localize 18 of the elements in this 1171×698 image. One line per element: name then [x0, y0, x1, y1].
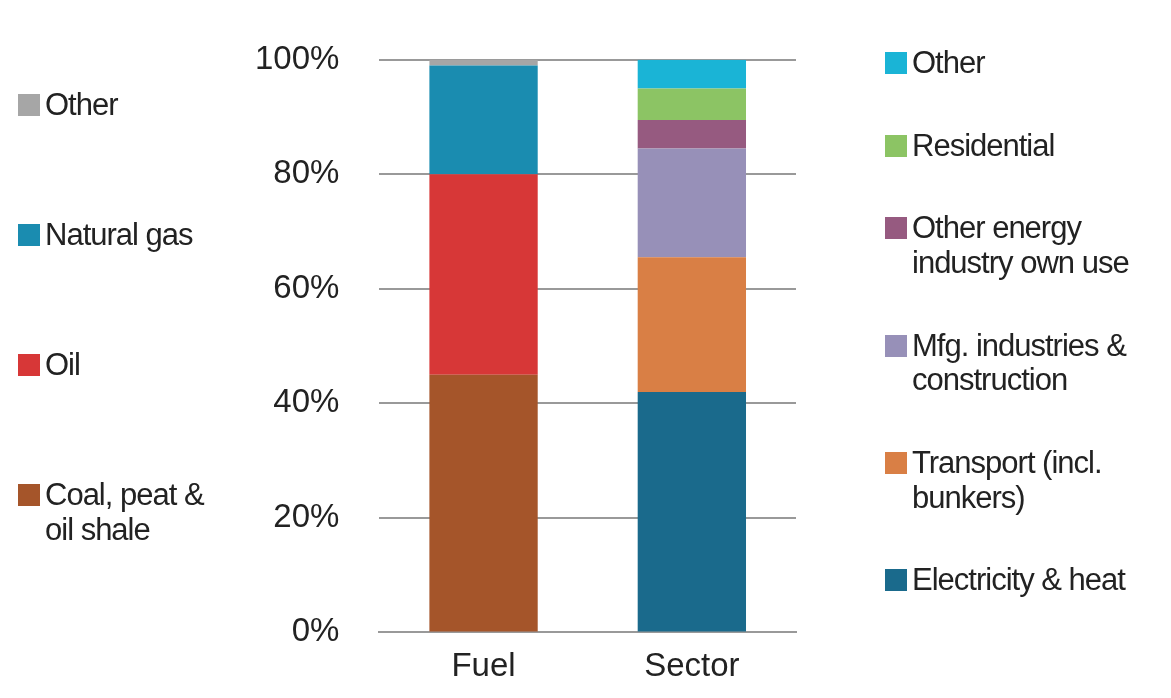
y-tick-label: 100%	[255, 38, 340, 76]
y-tick-label: 80%	[273, 153, 340, 191]
legend-label: Transport (incl. bunkers)	[912, 444, 1103, 516]
legend-label: Other	[912, 44, 985, 81]
x-tick-label: Sector	[644, 646, 740, 684]
legend-label: Other energy industry own use	[912, 210, 1130, 281]
legend-label: Electricity & heat	[912, 562, 1125, 599]
y-tick-label: 40%	[273, 382, 340, 420]
legend-label: Oil	[45, 346, 80, 383]
y-tick-label: 0%	[291, 611, 340, 649]
y-tick-label: 60%	[273, 267, 340, 305]
legend-label: Coal, peat & oil shale	[45, 476, 206, 548]
legend-label: Other	[45, 86, 118, 123]
legend-label: Mfg. industries & construction	[912, 327, 1128, 399]
y-tick-label: 20%	[273, 496, 340, 534]
legend-label: Residential	[912, 127, 1055, 164]
x-tick-label: Fuel	[451, 646, 516, 684]
legend-label: Natural gas	[45, 216, 193, 253]
